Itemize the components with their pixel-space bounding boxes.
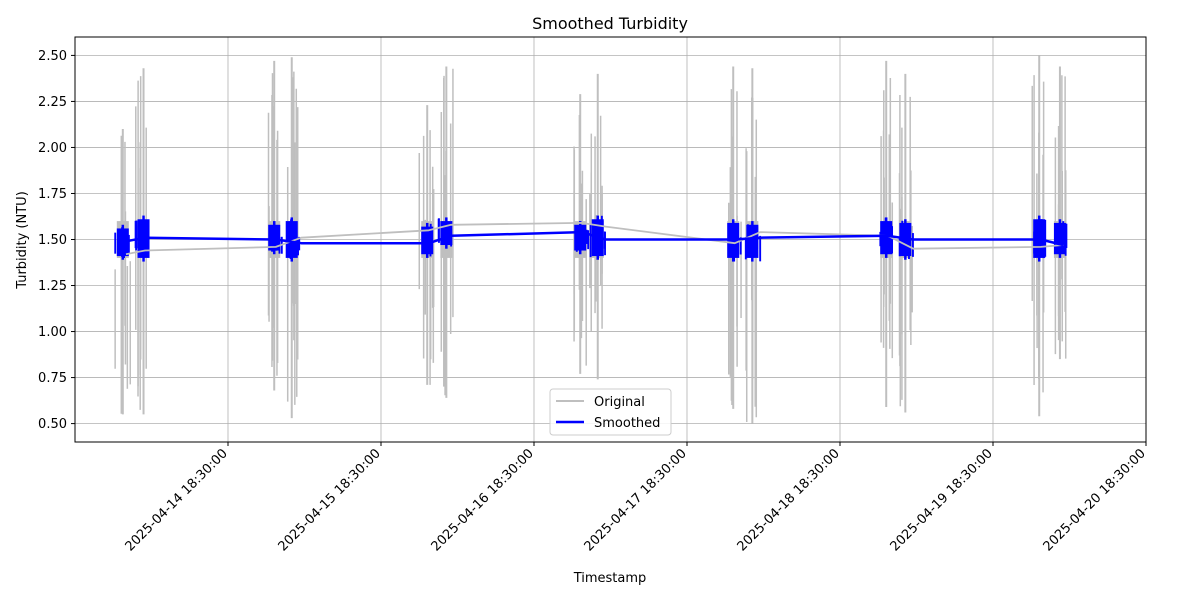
smoothed-burst-band: [1053, 222, 1066, 255]
x-axis-label: Timestamp: [573, 571, 647, 586]
y-tick-label: 1.00: [38, 325, 67, 340]
legend-label-smoothed: Smoothed: [594, 416, 660, 431]
y-axis-label: Turbidity (NTU): [15, 191, 30, 290]
smoothed-burst-band: [285, 221, 298, 258]
y-tick-label: 0.50: [38, 417, 67, 432]
smoothed-burst-band: [116, 228, 129, 257]
y-tick-label: 2.25: [38, 95, 67, 110]
series-line-original: [125, 221, 1064, 256]
chart-title: Smoothed Turbidity: [532, 14, 688, 33]
y-tick-label: 2.50: [38, 49, 67, 64]
smoothed-burst-band: [421, 226, 434, 255]
smoothed-burst-band: [746, 224, 759, 258]
smoothed-burst-band: [268, 224, 281, 251]
y-tick-label: 1.50: [38, 233, 67, 248]
smoothed-burst-band: [574, 224, 587, 251]
y-tick-label: 2.00: [38, 141, 67, 156]
smoothed-burst-band: [880, 221, 893, 255]
y-axis: 0.50 0.75 1.00 1.25 1.50 1.75 2.00 2.25 2.50: [38, 49, 75, 432]
y-tick-label: 1.75: [38, 187, 67, 202]
series-line-smoothed: [125, 230, 1064, 247]
y-tick-label: 1.25: [38, 279, 67, 294]
series-lines: [125, 221, 1064, 256]
y-tick-label: 0.75: [38, 371, 67, 386]
legend: Original Smoothed: [549, 388, 672, 436]
legend-label-original: Original: [594, 395, 645, 410]
